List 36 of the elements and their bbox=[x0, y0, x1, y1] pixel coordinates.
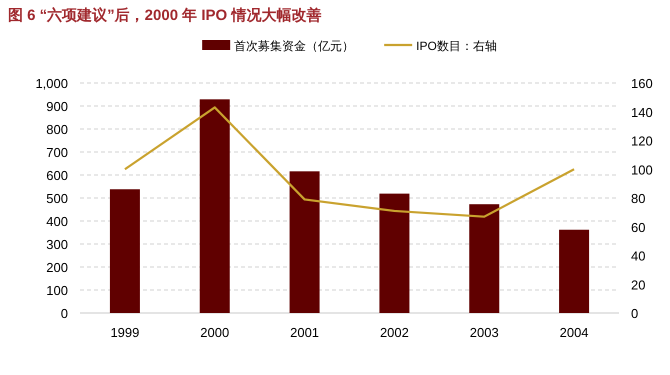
y-tick-label: 0 bbox=[60, 306, 68, 321]
bar bbox=[110, 189, 140, 313]
y2-tick-label: 140 bbox=[631, 104, 653, 120]
y2-tick-label: 100 bbox=[631, 162, 653, 178]
bar bbox=[379, 194, 410, 313]
legend-label: IPO数目：右轴 bbox=[416, 39, 497, 53]
y2-tick-label: 40 bbox=[631, 248, 646, 264]
y-tick-label: 1,000 bbox=[35, 76, 68, 91]
x-tick-label: 2000 bbox=[200, 325, 230, 340]
y-tick-label: 700 bbox=[46, 145, 68, 160]
y-tick-label: 600 bbox=[46, 168, 68, 183]
y-tick-label: 100 bbox=[46, 283, 68, 298]
y-tick-label: 900 bbox=[46, 99, 68, 114]
x-tick-label: 1999 bbox=[110, 325, 140, 340]
bar bbox=[469, 204, 500, 313]
line-series bbox=[124, 106, 576, 218]
y2-tick-label: 160 bbox=[631, 76, 653, 91]
y-tick-label: 300 bbox=[46, 237, 68, 252]
y2-tick-label: 120 bbox=[631, 134, 653, 148]
y2-tick-label: 80 bbox=[631, 191, 646, 206]
y-tick-label: 500 bbox=[46, 191, 68, 206]
y-tick-label: 400 bbox=[46, 214, 68, 229]
y2-tick-label: 60 bbox=[631, 220, 646, 235]
y-tick-label: 800 bbox=[46, 122, 68, 137]
y2-tick-label: 20 bbox=[631, 277, 646, 292]
x-tick-label: 2002 bbox=[380, 325, 409, 340]
y-tick-label: 200 bbox=[46, 260, 68, 275]
bar bbox=[200, 99, 230, 313]
bar bbox=[290, 171, 320, 313]
x-tick-label: 2004 bbox=[560, 325, 589, 340]
chart-title: 图 6 “六项建议”后，2000 年 IPO 情况大幅改善 bbox=[8, 6, 322, 24]
x-tick-label: 2001 bbox=[290, 325, 320, 340]
bar bbox=[559, 230, 590, 313]
legend-label: 首次募集资金（亿元） bbox=[234, 39, 354, 53]
y2-tick-label: 0 bbox=[631, 306, 638, 321]
x-tick-label: 2003 bbox=[470, 325, 499, 340]
